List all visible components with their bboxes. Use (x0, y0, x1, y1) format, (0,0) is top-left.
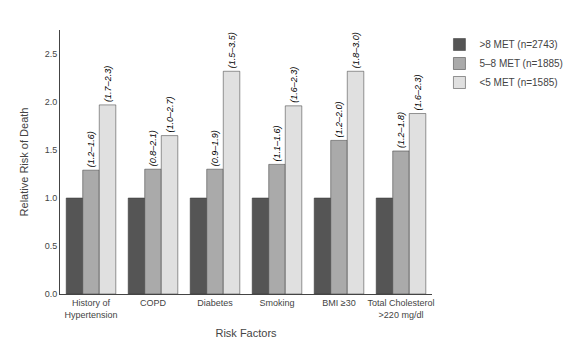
svg-text:0.0: 0.0 (45, 289, 58, 299)
svg-text:2.0: 2.0 (45, 97, 58, 107)
svg-text:<5 MET (n=1585): <5 MET (n=1585) (479, 77, 557, 88)
svg-text:(1.6–2.3): (1.6–2.3) (413, 74, 423, 110)
svg-text:History ofHypertension: History ofHypertension (64, 298, 117, 320)
svg-text:BMI ≥30: BMI ≥30 (322, 298, 355, 308)
svg-text:(1.0–2.7): (1.0–2.7) (165, 97, 175, 133)
svg-text:(0.8–2.1): (0.8–2.1) (148, 130, 158, 166)
svg-text:Smoking: Smoking (259, 298, 294, 308)
svg-text:1.5: 1.5 (45, 145, 58, 155)
svg-text:(1.1–1.6): (1.1–1.6) (272, 125, 282, 161)
svg-text:Risk Factors: Risk Factors (215, 327, 277, 339)
svg-text:(1.8–3.0): (1.8–3.0) (351, 32, 361, 68)
svg-text:1.0: 1.0 (45, 193, 58, 203)
svg-text:(0.9–1.9): (0.9–1.9) (210, 130, 220, 166)
svg-text:0.5: 0.5 (45, 241, 58, 251)
svg-text:Diabetes: Diabetes (197, 298, 233, 308)
svg-text:(1.2–2.0): (1.2–2.0) (334, 101, 344, 137)
svg-text:(1.5–3.5): (1.5–3.5) (227, 32, 237, 68)
svg-text:(1.2–1.8): (1.2–1.8) (396, 112, 406, 148)
svg-text:>8 MET (n=2743): >8 MET (n=2743) (479, 39, 557, 50)
svg-text:5–8 MET (n=1885): 5–8 MET (n=1885) (479, 58, 562, 69)
svg-text:(1.7–2.3): (1.7–2.3) (103, 66, 113, 102)
svg-text:Relative Risk of Death: Relative Risk of Death (18, 108, 30, 217)
svg-text:2.5: 2.5 (45, 49, 58, 59)
svg-text:Total Cholesterol>220 mg/dl: Total Cholesterol>220 mg/dl (367, 298, 434, 320)
svg-text:(1.6–2.3): (1.6–2.3) (289, 67, 299, 103)
svg-text:COPD: COPD (140, 298, 167, 308)
svg-text:(1.2–1.6): (1.2–1.6) (86, 131, 96, 167)
